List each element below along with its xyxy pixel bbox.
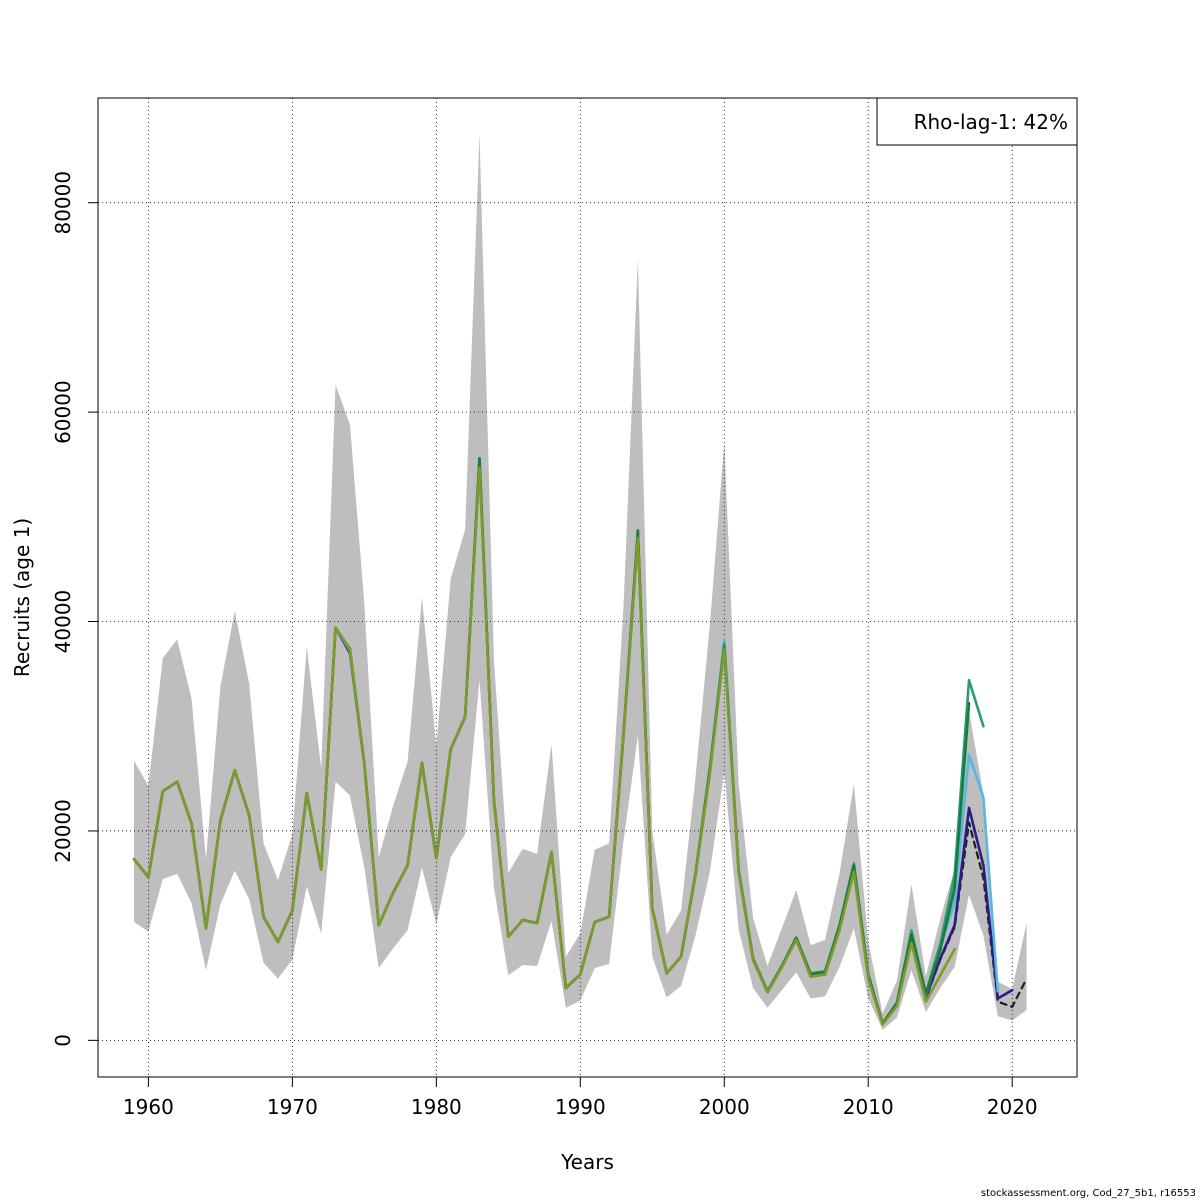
x-axis-title: Years <box>560 1150 614 1174</box>
y-axis: 0 20000 40000 60000 80000 <box>51 171 98 1047</box>
x-tick-label: 1970 <box>267 1095 318 1119</box>
x-tick-label: 2000 <box>699 1095 750 1119</box>
y-axis-title: Recruits (age 1) <box>10 518 34 677</box>
legend-label: Rho-lag-1: 42% <box>914 110 1068 134</box>
footer-credit: stockassessment.org, Cod_27_5b1, r16553 <box>980 1188 1196 1199</box>
y-tick-label: 80000 <box>51 171 75 235</box>
y-tick-label: 60000 <box>51 380 75 444</box>
series-line-6 <box>132 466 956 1026</box>
confidence-band <box>133 133 1027 1030</box>
y-tick-label: 20000 <box>51 799 75 863</box>
plot-frame <box>97 97 1078 1078</box>
x-axis: 1960 1970 1980 1990 2000 2010 2020 <box>123 1077 1038 1119</box>
x-tick-label: 2020 <box>987 1095 1038 1119</box>
confidence-band-layer <box>133 133 1027 1030</box>
x-tick-label: 1980 <box>411 1095 462 1119</box>
legend-box: Rho-lag-1: 42% <box>876 97 1078 146</box>
legend-frame <box>876 97 1078 146</box>
y-tick-label: 40000 <box>51 590 75 654</box>
y-tick-label: 0 <box>51 1034 75 1047</box>
x-tick-label: 1960 <box>123 1095 174 1119</box>
series-layer <box>132 456 1028 1026</box>
x-tick-label: 2010 <box>843 1095 894 1119</box>
x-tick-label: 1990 <box>555 1095 606 1119</box>
